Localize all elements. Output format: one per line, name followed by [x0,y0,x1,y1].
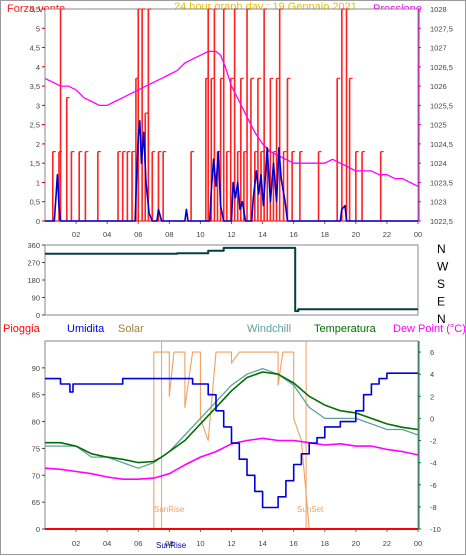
direction-letter-e: E [437,295,445,309]
temp-tick-label: 6 [430,348,434,357]
direction-letter-w: W [437,260,449,274]
right-tick-label: 1028 [430,5,447,14]
solar-line [45,351,418,530]
label-pioggia: Pioggia [3,323,41,335]
temp-tick-label: -4 [430,459,437,468]
humidity-line [45,372,418,509]
hum-tick-label: 0 [36,525,40,534]
x-tick-label: 06 [134,230,142,239]
x-tick-label: 00 [414,539,422,548]
x-tick-label: 12 [227,230,235,239]
x-tick-label: 22 [383,230,391,239]
dir-tick-label: 0 [36,311,40,320]
right-tick-label: 1023 [430,198,447,207]
hum-tick-label: 70 [32,471,40,480]
x-tick-label: 08 [165,230,173,239]
wind-pressure-panel: 0 0,5 1 1,5 2 2,5 3 3,5 4 4,5 5 5,5 1022,5 1023 1023,5… [30,5,453,239]
right-tick-label: 1027,5 [430,24,453,33]
right-tick-label: 1022,5 [430,217,453,226]
x-tick-label: 20 [352,539,360,548]
direction-letter-s: S [437,277,445,291]
x-tick-label: 02 [72,539,80,548]
right-tick-label: 1025,5 [430,101,453,110]
dir-tick-label: 180 [27,276,40,285]
sunrise-label: SunRise [154,505,185,514]
x-tick-label: 14 [258,230,266,239]
temp-tick-label: 2 [430,392,434,401]
label-umidita: Umidita [67,323,105,335]
direction-line [45,246,418,313]
left-tick-label: 0 [36,217,40,226]
x-tick-label: 20 [352,230,360,239]
x-tick-label: 18 [321,539,329,548]
right-tick-label: 1026,5 [430,63,453,72]
left-tick-label: 0,5 [30,198,40,207]
hum-tick-label: 80 [32,418,40,427]
x-tick-label: 10 [196,539,204,548]
sunset-label: SunSet [297,505,324,514]
label-solar: Solar [118,323,144,335]
gust-line [45,120,418,222]
windchill-line [45,367,419,469]
direction-letter-n: N [437,242,446,256]
right-tick-label: 1025 [430,121,447,130]
x-tick-label: 04 [103,539,111,548]
temp-tick-label: 4 [430,370,434,379]
label-dew-point: Dew Point (°C) [393,323,466,335]
dir-tick-label: 270 [27,259,40,268]
x-tick-label: 04 [103,230,111,239]
x-tick-label: 22 [383,539,391,548]
hum-tick-label: 85 [32,391,40,400]
x-tick-label: 10 [196,230,204,239]
temp-tick-label: -10 [430,525,441,534]
pressure-line [44,50,419,187]
direction-letter-n: N [437,312,446,326]
left-tick-label: 3,5 [30,82,40,91]
left-tick-label: 3 [36,101,40,110]
left-tick-label: 4 [36,63,40,72]
x-tick-label: 18 [321,230,329,239]
temp-tick-label: 0 [430,414,434,423]
right-tick-label: 1026 [430,82,447,91]
x-tick-label: 08 [165,539,173,548]
left-tick-label: 2,5 [30,121,40,130]
temp-tick-label: -8 [430,503,437,512]
left-tick-label: 1 [36,178,40,187]
temperature-line [45,371,419,464]
left-tick-label: 1,5 [30,159,40,168]
x-tick-label: 16 [289,539,297,548]
x-tick-label: 00 [414,230,422,239]
left-tick-label: 4,5 [30,44,40,53]
hum-tick-label: 90 [32,364,40,373]
right-tick-label: 1024 [430,159,447,168]
plot-area-2 [44,244,419,316]
right-tick-label: 1024,5 [430,140,453,149]
dir-tick-label: 360 [27,241,40,250]
hum-tick-label: 75 [32,444,40,453]
x-tick-label: 06 [134,539,142,548]
right-tick-label: 1023,5 [430,178,453,187]
hum-tick-label: 65 [32,498,40,507]
label-windchill: Windchill [247,323,291,335]
left-tick-label: 5 [36,24,40,33]
temp-tick-label: -6 [430,481,437,490]
x-tick-label: 16 [289,230,297,239]
temp-tick-label: -2 [430,437,437,446]
right-tick-label: 1027 [430,44,447,53]
left-tick-label: 5,5 [30,5,40,14]
dir-tick-label: 90 [32,294,40,303]
left-tick-label: 2 [36,140,40,149]
x-tick-label: 02 [72,230,80,239]
sunrise-axis-label: SunRise [156,541,187,550]
x-tick-label: 14 [258,539,266,548]
x-tick-label: 12 [227,539,235,548]
label-temperatura: Temperatura [314,323,377,335]
